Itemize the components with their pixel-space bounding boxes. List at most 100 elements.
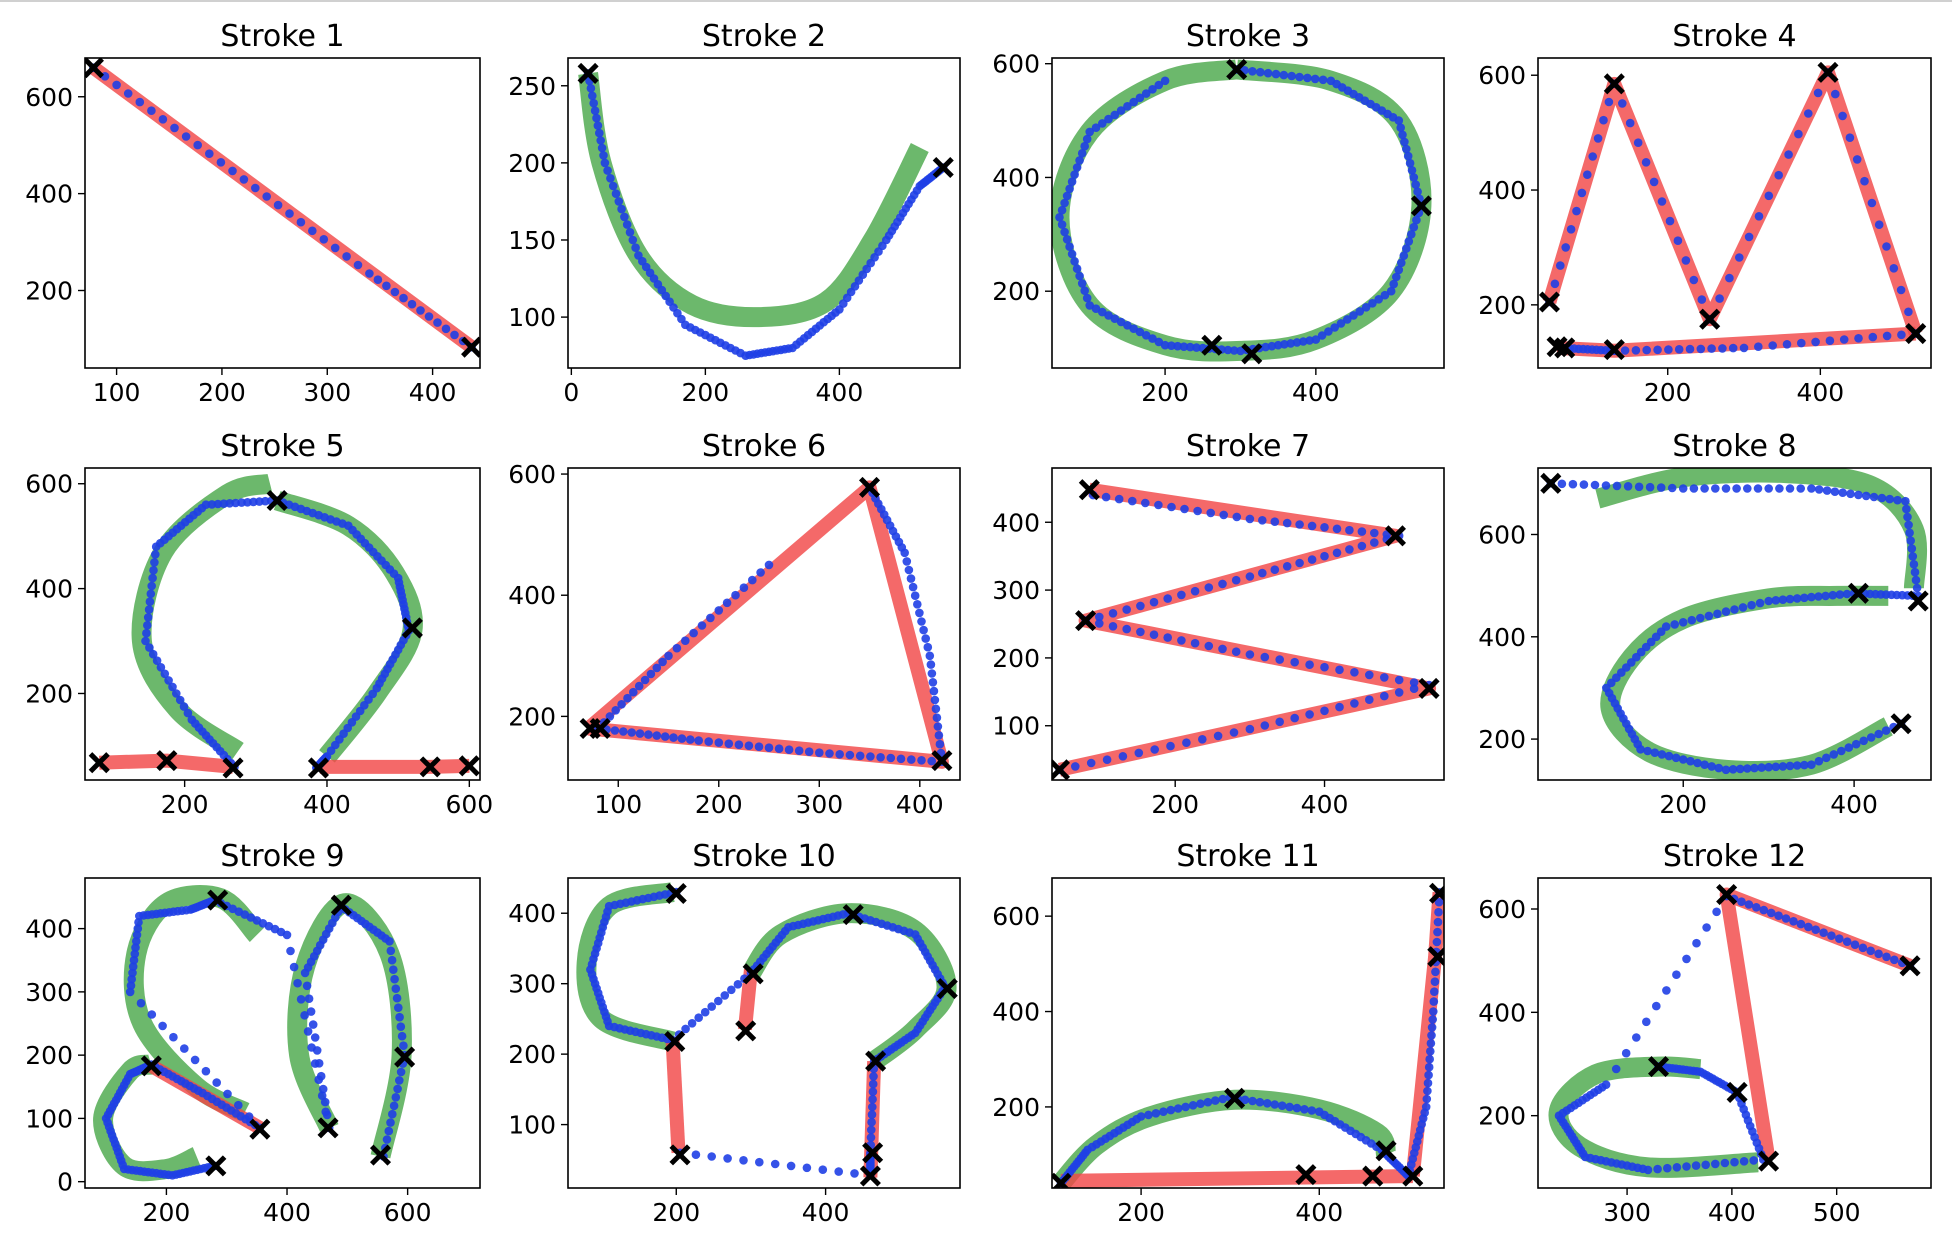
sample-point	[868, 1095, 877, 1104]
sample-point	[586, 84, 596, 93]
sample-point	[181, 132, 191, 141]
control-point-marker	[1429, 882, 1444, 904]
y-tick-label: 0	[57, 1168, 73, 1197]
sample-point	[450, 330, 459, 340]
x-tick-label: 400	[263, 1198, 311, 1227]
control-point-marker	[1603, 73, 1625, 95]
sample-point	[1572, 206, 1581, 216]
y-tick-label: 400	[1478, 998, 1526, 1027]
x-tick-label: 100	[594, 790, 642, 819]
sample-point	[1796, 919, 1806, 929]
sample-point	[1154, 80, 1164, 90]
sample-point	[1673, 236, 1683, 245]
sample-point	[774, 744, 784, 753]
control-point-marker	[1078, 479, 1100, 501]
control-point-marker	[1201, 334, 1223, 356]
y-tick-label: 250	[508, 72, 556, 101]
sample-point	[1831, 89, 1840, 99]
sample-point	[1295, 72, 1304, 82]
sample-point	[1814, 485, 1824, 494]
y-tick-label: 200	[992, 1093, 1040, 1122]
plot-area	[1548, 883, 1921, 1178]
control-point-marker	[1817, 61, 1839, 83]
sample-point	[390, 287, 400, 297]
y-tick-label: 100	[992, 712, 1040, 741]
sample-point	[1095, 619, 1104, 628]
sample-point	[1151, 1109, 1161, 1118]
control-point-marker	[1907, 590, 1929, 612]
sample-point	[1434, 907, 1443, 917]
control-point-marker	[222, 757, 244, 779]
sample-point	[1910, 567, 1920, 577]
sample-point	[286, 946, 295, 956]
sample-point	[1086, 758, 1096, 768]
sample-point	[183, 708, 193, 718]
sample-point	[1744, 232, 1754, 242]
sample-point	[1072, 163, 1082, 172]
sample-point	[190, 1055, 200, 1065]
sample-point	[1753, 484, 1763, 493]
sample-point	[1122, 624, 1131, 634]
plot-frame	[84, 57, 481, 369]
x-tick-label: 100	[93, 378, 141, 407]
sample-point	[1407, 230, 1416, 239]
sample-point	[1397, 258, 1406, 268]
sample-point	[794, 746, 804, 755]
y-tick-label: 200	[1478, 291, 1526, 320]
sample-point	[1320, 662, 1329, 672]
sample-point	[1245, 514, 1255, 524]
sample-point	[1173, 341, 1182, 351]
sample-point	[1179, 342, 1189, 352]
sample-point	[867, 1125, 876, 1135]
sample-point	[1181, 1102, 1190, 1112]
sample-point	[1098, 119, 1107, 128]
stroke-panel-4: Stroke 4 200 400 200 400 600	[1478, 19, 1932, 407]
sample-point	[1335, 702, 1344, 712]
control-point-marker	[1726, 1081, 1748, 1103]
sample-point	[1711, 1159, 1720, 1169]
sample-point	[1434, 897, 1444, 907]
sample-point	[770, 1159, 780, 1169]
sample-point	[1389, 279, 1398, 289]
sample-point	[1561, 243, 1570, 252]
sample-point	[1874, 729, 1883, 739]
sample-point	[141, 636, 150, 646]
sample-point	[1295, 520, 1304, 529]
sample-point	[132, 937, 141, 946]
sample-point	[1764, 484, 1773, 493]
x-tick-label: 400	[1830, 790, 1878, 819]
sample-point	[1134, 748, 1144, 758]
sample-point	[152, 656, 162, 665]
sample-point	[1370, 538, 1379, 547]
sample-point	[1095, 612, 1104, 622]
sample-point	[1422, 1094, 1432, 1104]
sample-point	[1754, 212, 1764, 221]
sample-point	[714, 996, 723, 1006]
sample-point	[1825, 336, 1835, 346]
sample-point	[866, 1133, 876, 1142]
sample-point	[868, 1102, 877, 1112]
y-tick-label: 100	[508, 1111, 556, 1140]
sample-point	[599, 151, 608, 160]
sample-point	[1850, 940, 1860, 949]
sample-point	[1866, 733, 1876, 742]
sample-point	[900, 548, 909, 558]
control-point-marker	[1384, 525, 1407, 547]
sample-point	[148, 573, 157, 583]
sample-point	[1821, 591, 1830, 601]
sample-point	[1681, 256, 1691, 265]
sample-point	[416, 306, 425, 315]
sample-point	[1409, 222, 1419, 232]
sample-point	[1258, 516, 1267, 525]
sample-point	[123, 89, 133, 98]
sample-point	[1877, 493, 1887, 503]
sample-point	[1782, 340, 1792, 349]
sample-point	[652, 731, 662, 740]
sample-point	[868, 1087, 878, 1096]
stroke-panel-11: Stroke 11 200 400 200 400 600	[992, 839, 1445, 1227]
y-tick-label: 400	[25, 180, 73, 209]
x-tick-label: 200	[1117, 1198, 1165, 1227]
sample-point	[314, 1059, 324, 1068]
sample-point	[644, 730, 653, 739]
panel-title: Stroke 9	[220, 839, 344, 874]
